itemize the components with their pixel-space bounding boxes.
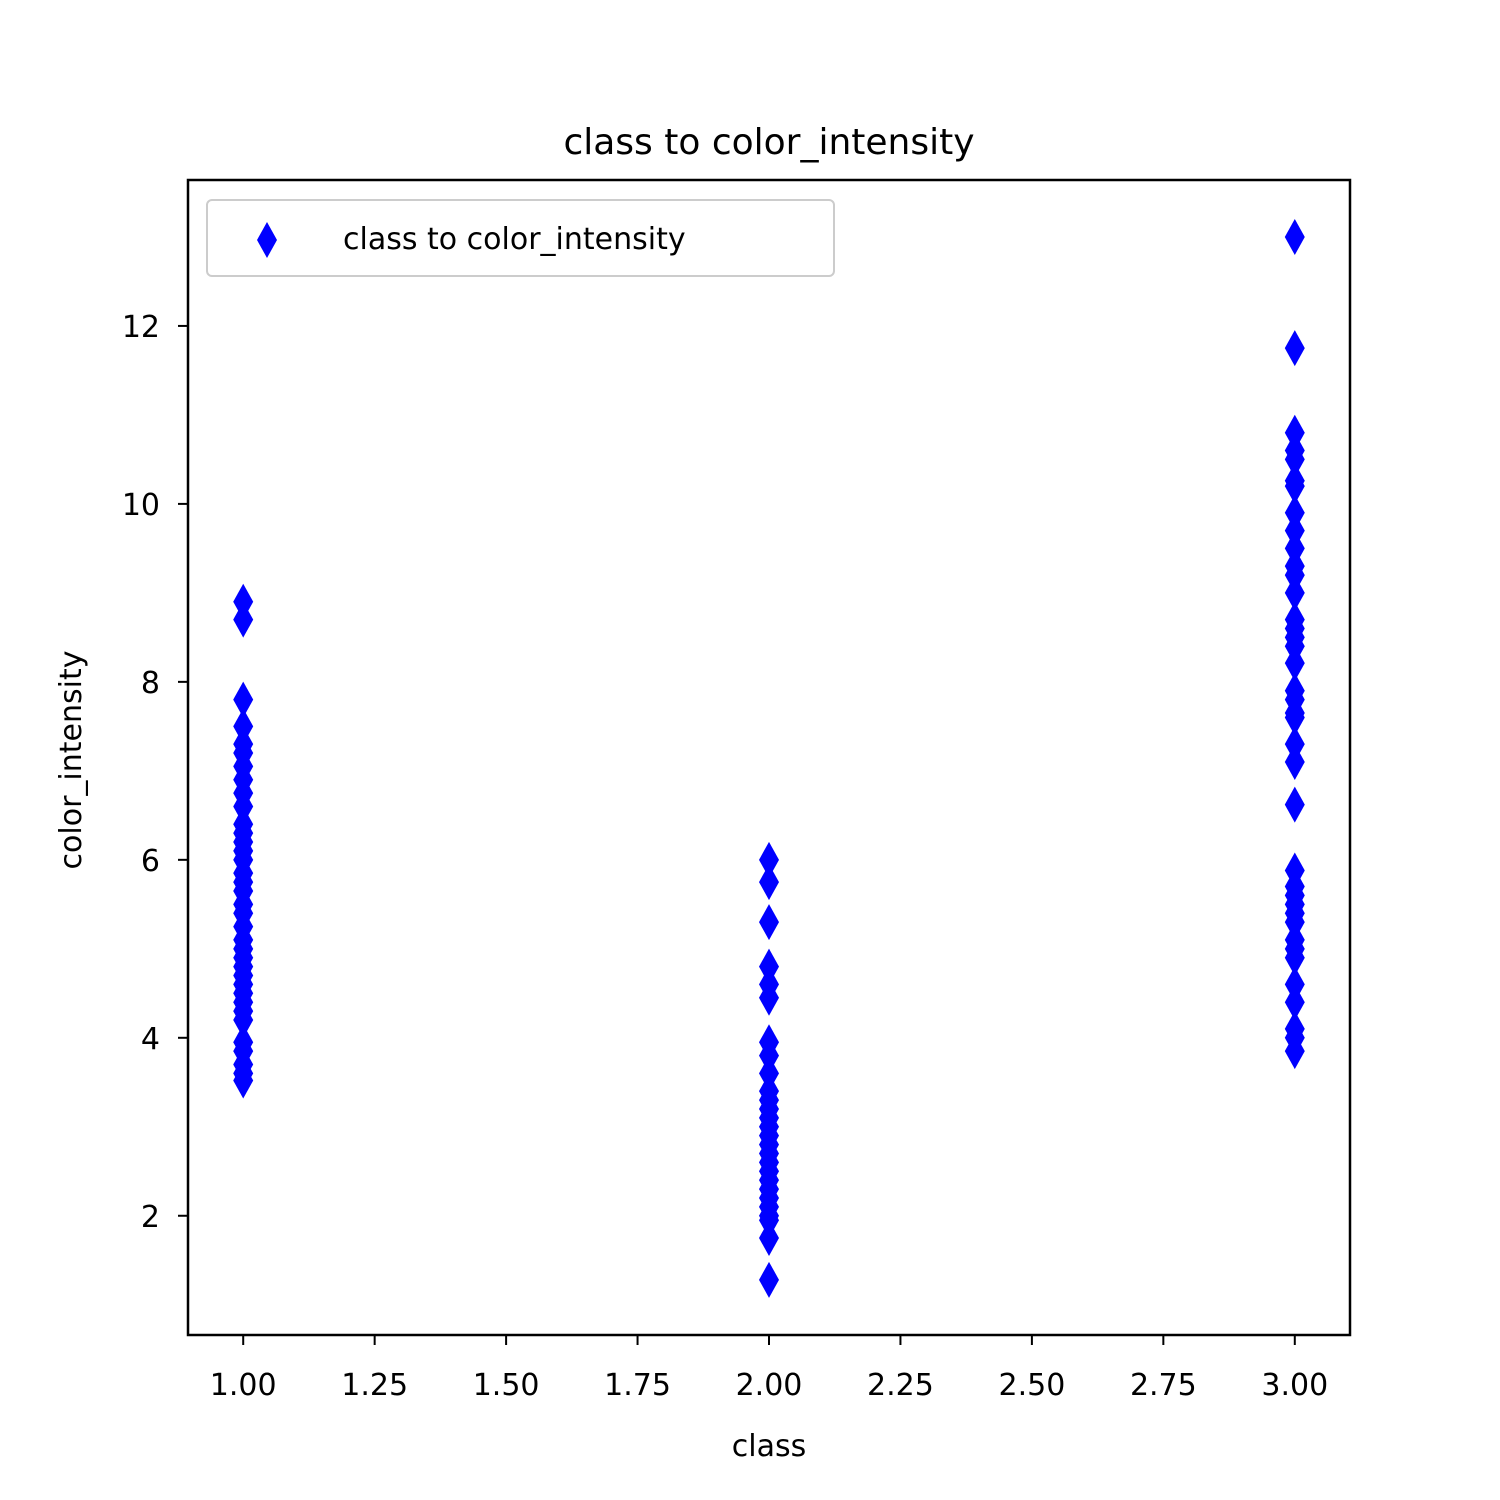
legend-box	[206, 199, 835, 277]
data-point	[233, 1062, 254, 1099]
data-point	[1284, 743, 1305, 780]
y-tick-label: 4	[141, 1022, 160, 1057]
y-tick-label: 2	[141, 1200, 160, 1235]
y-tick-label: 8	[141, 666, 160, 701]
x-axis-ticks: 1.00 1.25 1.50 1.75 2.00 2.25 2.50 2.75 3.00	[210, 1335, 1328, 1403]
x-tick-label: 1.50	[473, 1368, 540, 1403]
data-point	[1284, 786, 1305, 823]
x-tick-label: 1.25	[341, 1368, 408, 1403]
data-point	[233, 1002, 254, 1038]
data-point	[1284, 984, 1305, 1021]
data-point	[1284, 441, 1305, 478]
data-point	[759, 979, 779, 1016]
data-point	[1284, 699, 1305, 736]
data-points	[233, 218, 1305, 1298]
data-point	[759, 864, 779, 901]
x-tick-label: 1.00	[210, 1368, 277, 1403]
y-tick-label: 12	[122, 310, 160, 345]
data-point	[233, 681, 254, 718]
x-tick-label: 3.00	[1261, 1368, 1328, 1403]
x-tick-label: 2.75	[1130, 1368, 1197, 1403]
data-point	[1284, 645, 1305, 682]
y-tick-label: 6	[141, 844, 160, 879]
y-axis-ticks: 2 4 6 8 10 12	[122, 310, 188, 1235]
legend-marker	[257, 222, 277, 258]
legend-label: class to color_intensity	[343, 222, 686, 257]
data-point	[1284, 330, 1305, 367]
data-point	[759, 841, 779, 878]
data-point	[233, 601, 254, 638]
data-point	[1284, 468, 1305, 505]
data-point	[1284, 939, 1305, 976]
data-point	[1284, 574, 1305, 611]
x-tick-label: 2.00	[736, 1368, 803, 1403]
chart-title: class to color_intensity	[563, 122, 974, 163]
data-point	[1284, 1033, 1305, 1070]
x-tick-label: 1.75	[604, 1368, 671, 1403]
data-point	[759, 1220, 779, 1257]
data-point	[759, 904, 779, 941]
data-point	[1284, 218, 1305, 255]
x-axis-label: class	[732, 1429, 806, 1464]
legend: class to color_intensity	[206, 199, 835, 277]
x-tick-label: 2.25	[867, 1368, 934, 1403]
y-axis-label: color_intensity	[54, 651, 89, 870]
data-point	[759, 1261, 779, 1298]
x-tick-label: 2.50	[998, 1368, 1065, 1403]
y-tick-label: 10	[122, 488, 160, 523]
